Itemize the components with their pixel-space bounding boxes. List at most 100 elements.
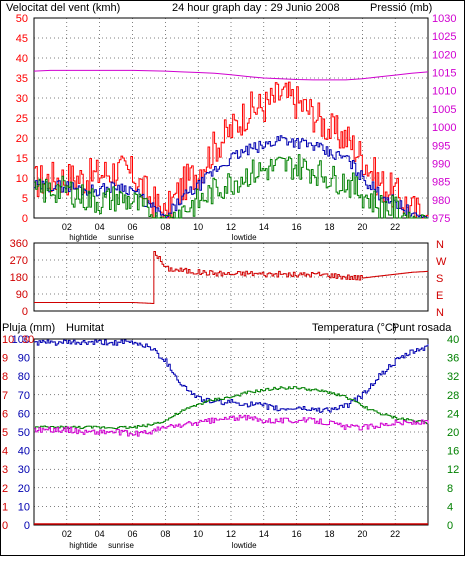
temperature-tick-label: 16 <box>447 446 459 458</box>
rain-axis-title: Pluja (mm) <box>2 322 55 334</box>
wind-tick-label: 30 <box>16 93 28 105</box>
temperature-line <box>34 386 429 430</box>
x-tick-label: 12 <box>226 222 236 232</box>
rain-tick-label: 10 <box>2 334 14 346</box>
rain-tick-label: 2 <box>2 483 8 495</box>
x-tick-label: 08 <box>160 529 170 539</box>
x-tick-label: 02 <box>62 529 72 539</box>
tide-annotation-sunrise: sunrise <box>108 233 134 242</box>
compass-label: N <box>436 307 444 319</box>
x-tick-label: 04 <box>95 222 105 232</box>
humidity-tick-label: 40 <box>18 446 30 458</box>
direction-tick-label: 180 <box>10 272 28 284</box>
pressure-tick-label: 975 <box>432 213 450 225</box>
x-tick-label: 06 <box>127 222 137 232</box>
wind-tick-label: 10 <box>16 173 28 185</box>
humidity-tick-label: 50 <box>18 427 30 439</box>
temperature-tick-label: 20 <box>447 427 459 439</box>
x-tick-label: 18 <box>324 529 334 539</box>
humidity-tick-label: 0 <box>24 520 30 532</box>
humidity-tick-label: 70 <box>18 390 30 402</box>
direction-tick-label: 90 <box>16 289 28 301</box>
rain-tick-label: 8 <box>2 371 8 383</box>
pressure-tick-label: 1005 <box>432 104 456 116</box>
x-tick-label: 16 <box>292 222 302 232</box>
rain-tick-label: 6 <box>2 408 8 420</box>
x-tick-label: 16 <box>292 529 302 539</box>
humidity-tick-label: 90 <box>18 353 30 365</box>
wind-tick-label: 50 <box>16 13 28 25</box>
rain-tick-label: 0 <box>2 520 8 532</box>
pressure-tick-label: 990 <box>432 158 450 170</box>
wind-axis-title: Velocitat del vent (kmh) <box>6 2 120 14</box>
humidity-tick-label: 30 <box>18 464 30 476</box>
humidity-tick-label: 100 <box>12 334 30 346</box>
temperature-tick-label: 4 <box>447 501 453 513</box>
temperature-tick-label: 32 <box>447 371 459 383</box>
pressure-line <box>33 69 429 81</box>
humidity-tick-label: 10 <box>18 501 30 513</box>
temperature-tick-label: 0 <box>447 520 453 532</box>
rain-tick-label: 5 <box>2 427 8 439</box>
humidity-tick-label: 60 <box>18 408 30 420</box>
pressure-tick-label: 995 <box>432 140 450 152</box>
direction-tick-label: 360 <box>10 238 28 250</box>
temperature-tick-label: 28 <box>447 390 459 402</box>
wind-tick-label: 40 <box>16 53 28 65</box>
pressure-tick-label: 1000 <box>432 122 456 134</box>
x-tick-label: 10 <box>193 222 203 232</box>
temperature-tick-label: 40 <box>447 334 459 346</box>
wind-direction-line <box>34 251 429 304</box>
pressure-tick-label: 985 <box>432 177 450 189</box>
tide-annotation-hightide: hightide <box>69 541 98 550</box>
rain-tick-label: 1 <box>2 501 8 513</box>
wind-tick-label: 15 <box>16 153 28 165</box>
rain-max-label: 30 <box>22 334 34 346</box>
tide-annotation-hightide: hightide <box>69 233 98 242</box>
humidity-tick-label: 20 <box>18 483 30 495</box>
x-tick-label: 12 <box>226 529 236 539</box>
x-tick-label: 04 <box>95 529 105 539</box>
temperature-tick-label: 36 <box>447 353 459 365</box>
temperature-tick-label: 24 <box>447 408 459 420</box>
dew-point-axis-title: Punt rosada <box>392 322 452 334</box>
x-tick-label: 08 <box>160 222 170 232</box>
pressure-tick-label: 1010 <box>432 86 456 98</box>
humidity-tick-label: 80 <box>18 371 30 383</box>
wind-avg-line <box>34 135 429 219</box>
rain-tick-label: 4 <box>2 446 8 458</box>
wind-tick-label: 35 <box>16 73 28 85</box>
rain-tick-label: 9 <box>2 353 8 365</box>
x-tick-label: 06 <box>127 529 137 539</box>
rain-tick-label: 7 <box>2 390 8 402</box>
compass-label: S <box>436 273 443 285</box>
pressure-tick-label: 1015 <box>432 68 456 80</box>
wind-tick-label: 25 <box>16 113 28 125</box>
humidity-axis-title: Humitat <box>66 322 104 334</box>
tide-annotation-sunrise: sunrise <box>108 541 134 550</box>
wind-gust-line <box>34 81 429 219</box>
pressure-axis-title: Pressió (mb) <box>370 2 432 14</box>
pressure-tick-label: 1020 <box>432 49 456 61</box>
wind-tick-label: 20 <box>16 133 28 145</box>
pressure-tick-label: 1025 <box>432 31 456 43</box>
x-tick-label: 22 <box>390 222 400 232</box>
x-tick-label: 14 <box>259 529 269 539</box>
temperature-tick-label: 12 <box>447 464 459 476</box>
pressure-tick-label: 980 <box>432 195 450 207</box>
wind-pressure-panel: 0510152025303540455097598098599099510001… <box>16 13 457 242</box>
chart-title: 24 hour graph day : 29 Junio 2008 <box>172 2 340 14</box>
direction-tick-label: 270 <box>10 255 28 267</box>
humidity-line <box>34 339 429 413</box>
x-tick-label: 02 <box>62 222 72 232</box>
x-tick-label: 10 <box>193 529 203 539</box>
pressure-tick-label: 1030 <box>432 13 456 25</box>
temperature-axis-title: Temperatura (°C) <box>312 322 396 334</box>
x-tick-label: 20 <box>357 222 367 232</box>
direction-tick-label: 0 <box>22 306 28 318</box>
compass-label: E <box>436 290 443 302</box>
tide-annotation-lowtide: lowtide <box>232 541 257 550</box>
